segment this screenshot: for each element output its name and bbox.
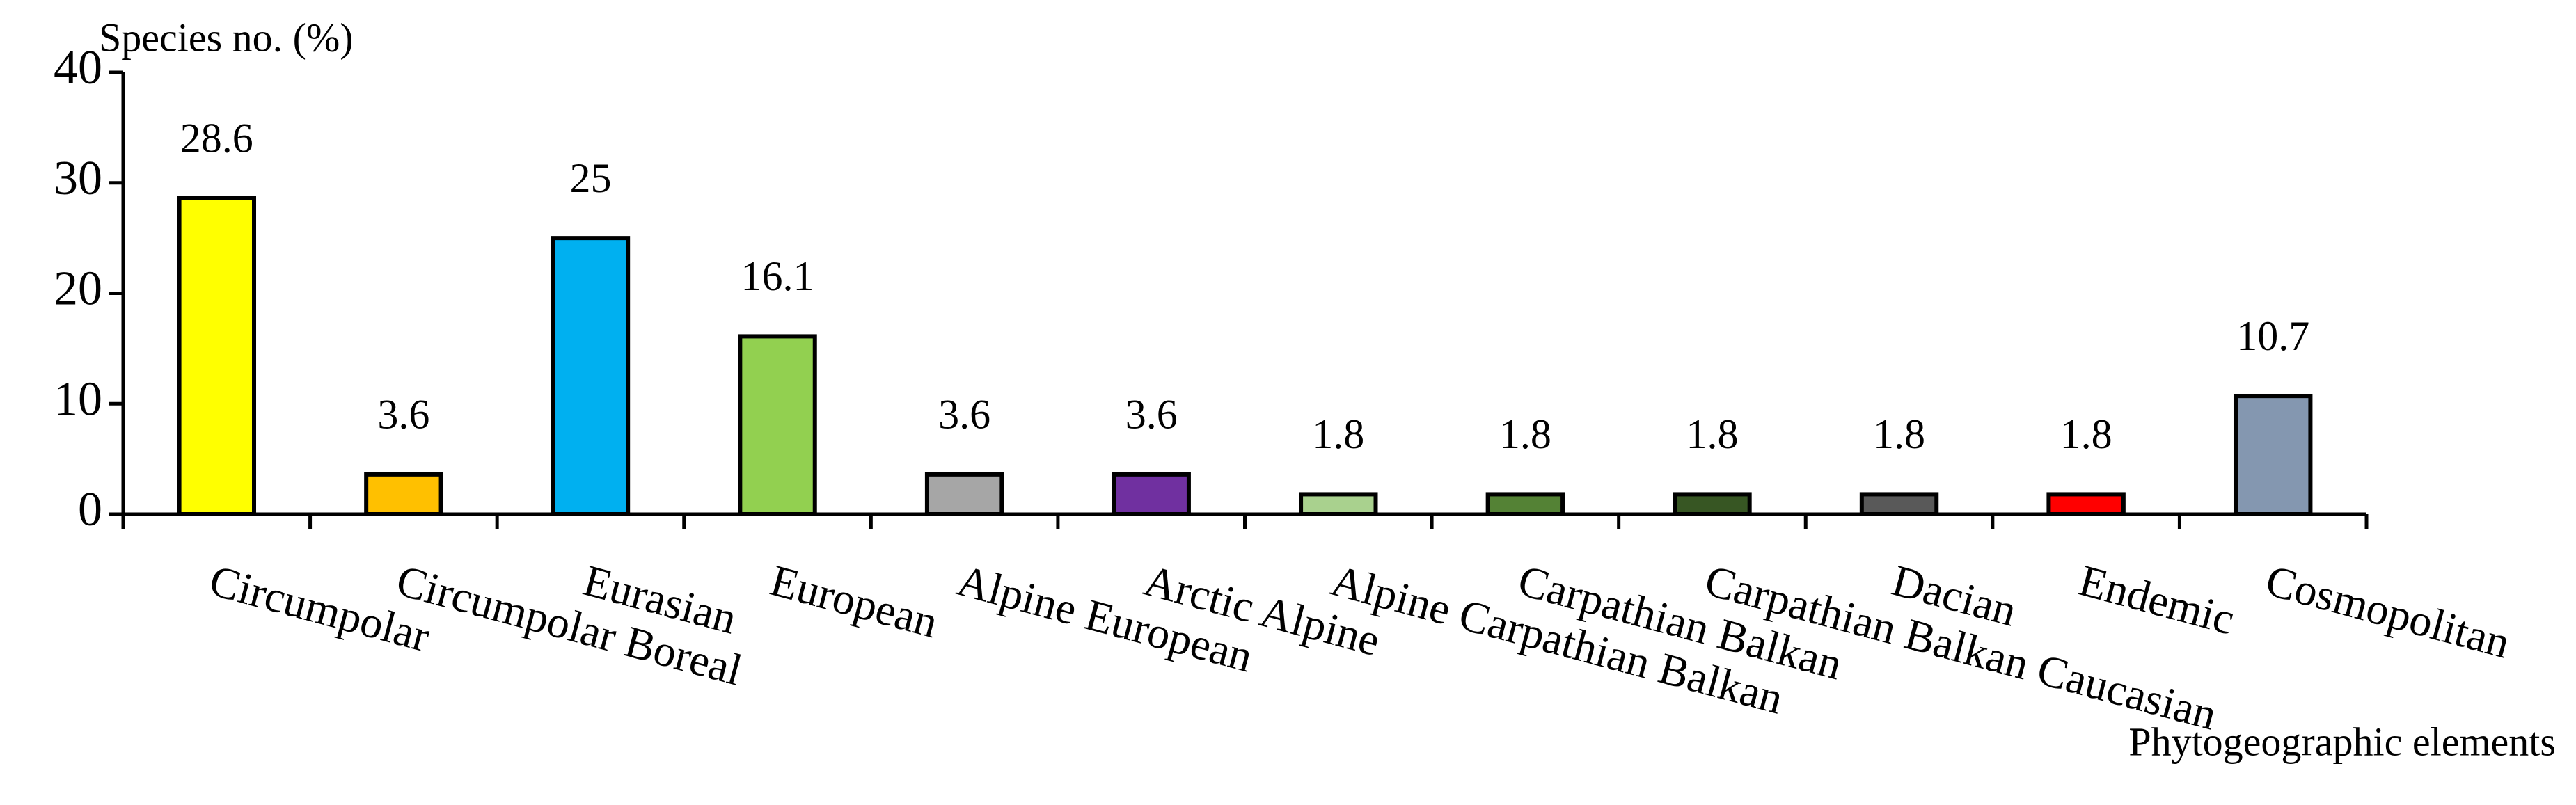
- value-label: 1.8: [2060, 411, 2112, 457]
- bar: [364, 472, 443, 516]
- value-label: 1.8: [1499, 411, 1551, 457]
- value-label: 3.6: [1125, 392, 1178, 438]
- value-label: 28.6: [180, 115, 253, 161]
- bar: [2046, 492, 2126, 516]
- value-label: 25: [569, 155, 611, 201]
- y-axis-label: Species no. (%): [99, 15, 354, 60]
- value-label: 1.8: [1873, 411, 1925, 457]
- value-label: 1.8: [1686, 411, 1738, 457]
- bar: [1673, 492, 1752, 516]
- bar: [1112, 472, 1191, 516]
- value-label: 10.7: [2236, 313, 2309, 359]
- x-tick-label: Endemic: [2074, 555, 2240, 644]
- x-tick-label: European: [766, 555, 943, 647]
- y-tick-label: 30: [54, 152, 102, 205]
- bar: [1299, 492, 1378, 516]
- y-tick-label: 10: [54, 372, 102, 426]
- y-tick-label: 20: [54, 262, 102, 316]
- bar: [1485, 492, 1565, 516]
- bar: [924, 472, 1004, 516]
- bar: [738, 334, 817, 516]
- y-tick-label: 0: [78, 483, 102, 536]
- bar: [2233, 394, 2313, 517]
- value-label: 3.6: [938, 392, 990, 438]
- bar: [177, 196, 257, 516]
- value-label: 16.1: [741, 253, 814, 299]
- x-axis-label: Phytogeographic elements: [2128, 719, 2556, 764]
- bar: [551, 236, 631, 516]
- x-tick-label: Cosmopolitan: [2261, 555, 2515, 668]
- value-label: 1.8: [1312, 411, 1364, 457]
- y-tick-label: 40: [54, 41, 102, 95]
- bar: [1859, 492, 1939, 516]
- value-label: 3.6: [377, 392, 429, 438]
